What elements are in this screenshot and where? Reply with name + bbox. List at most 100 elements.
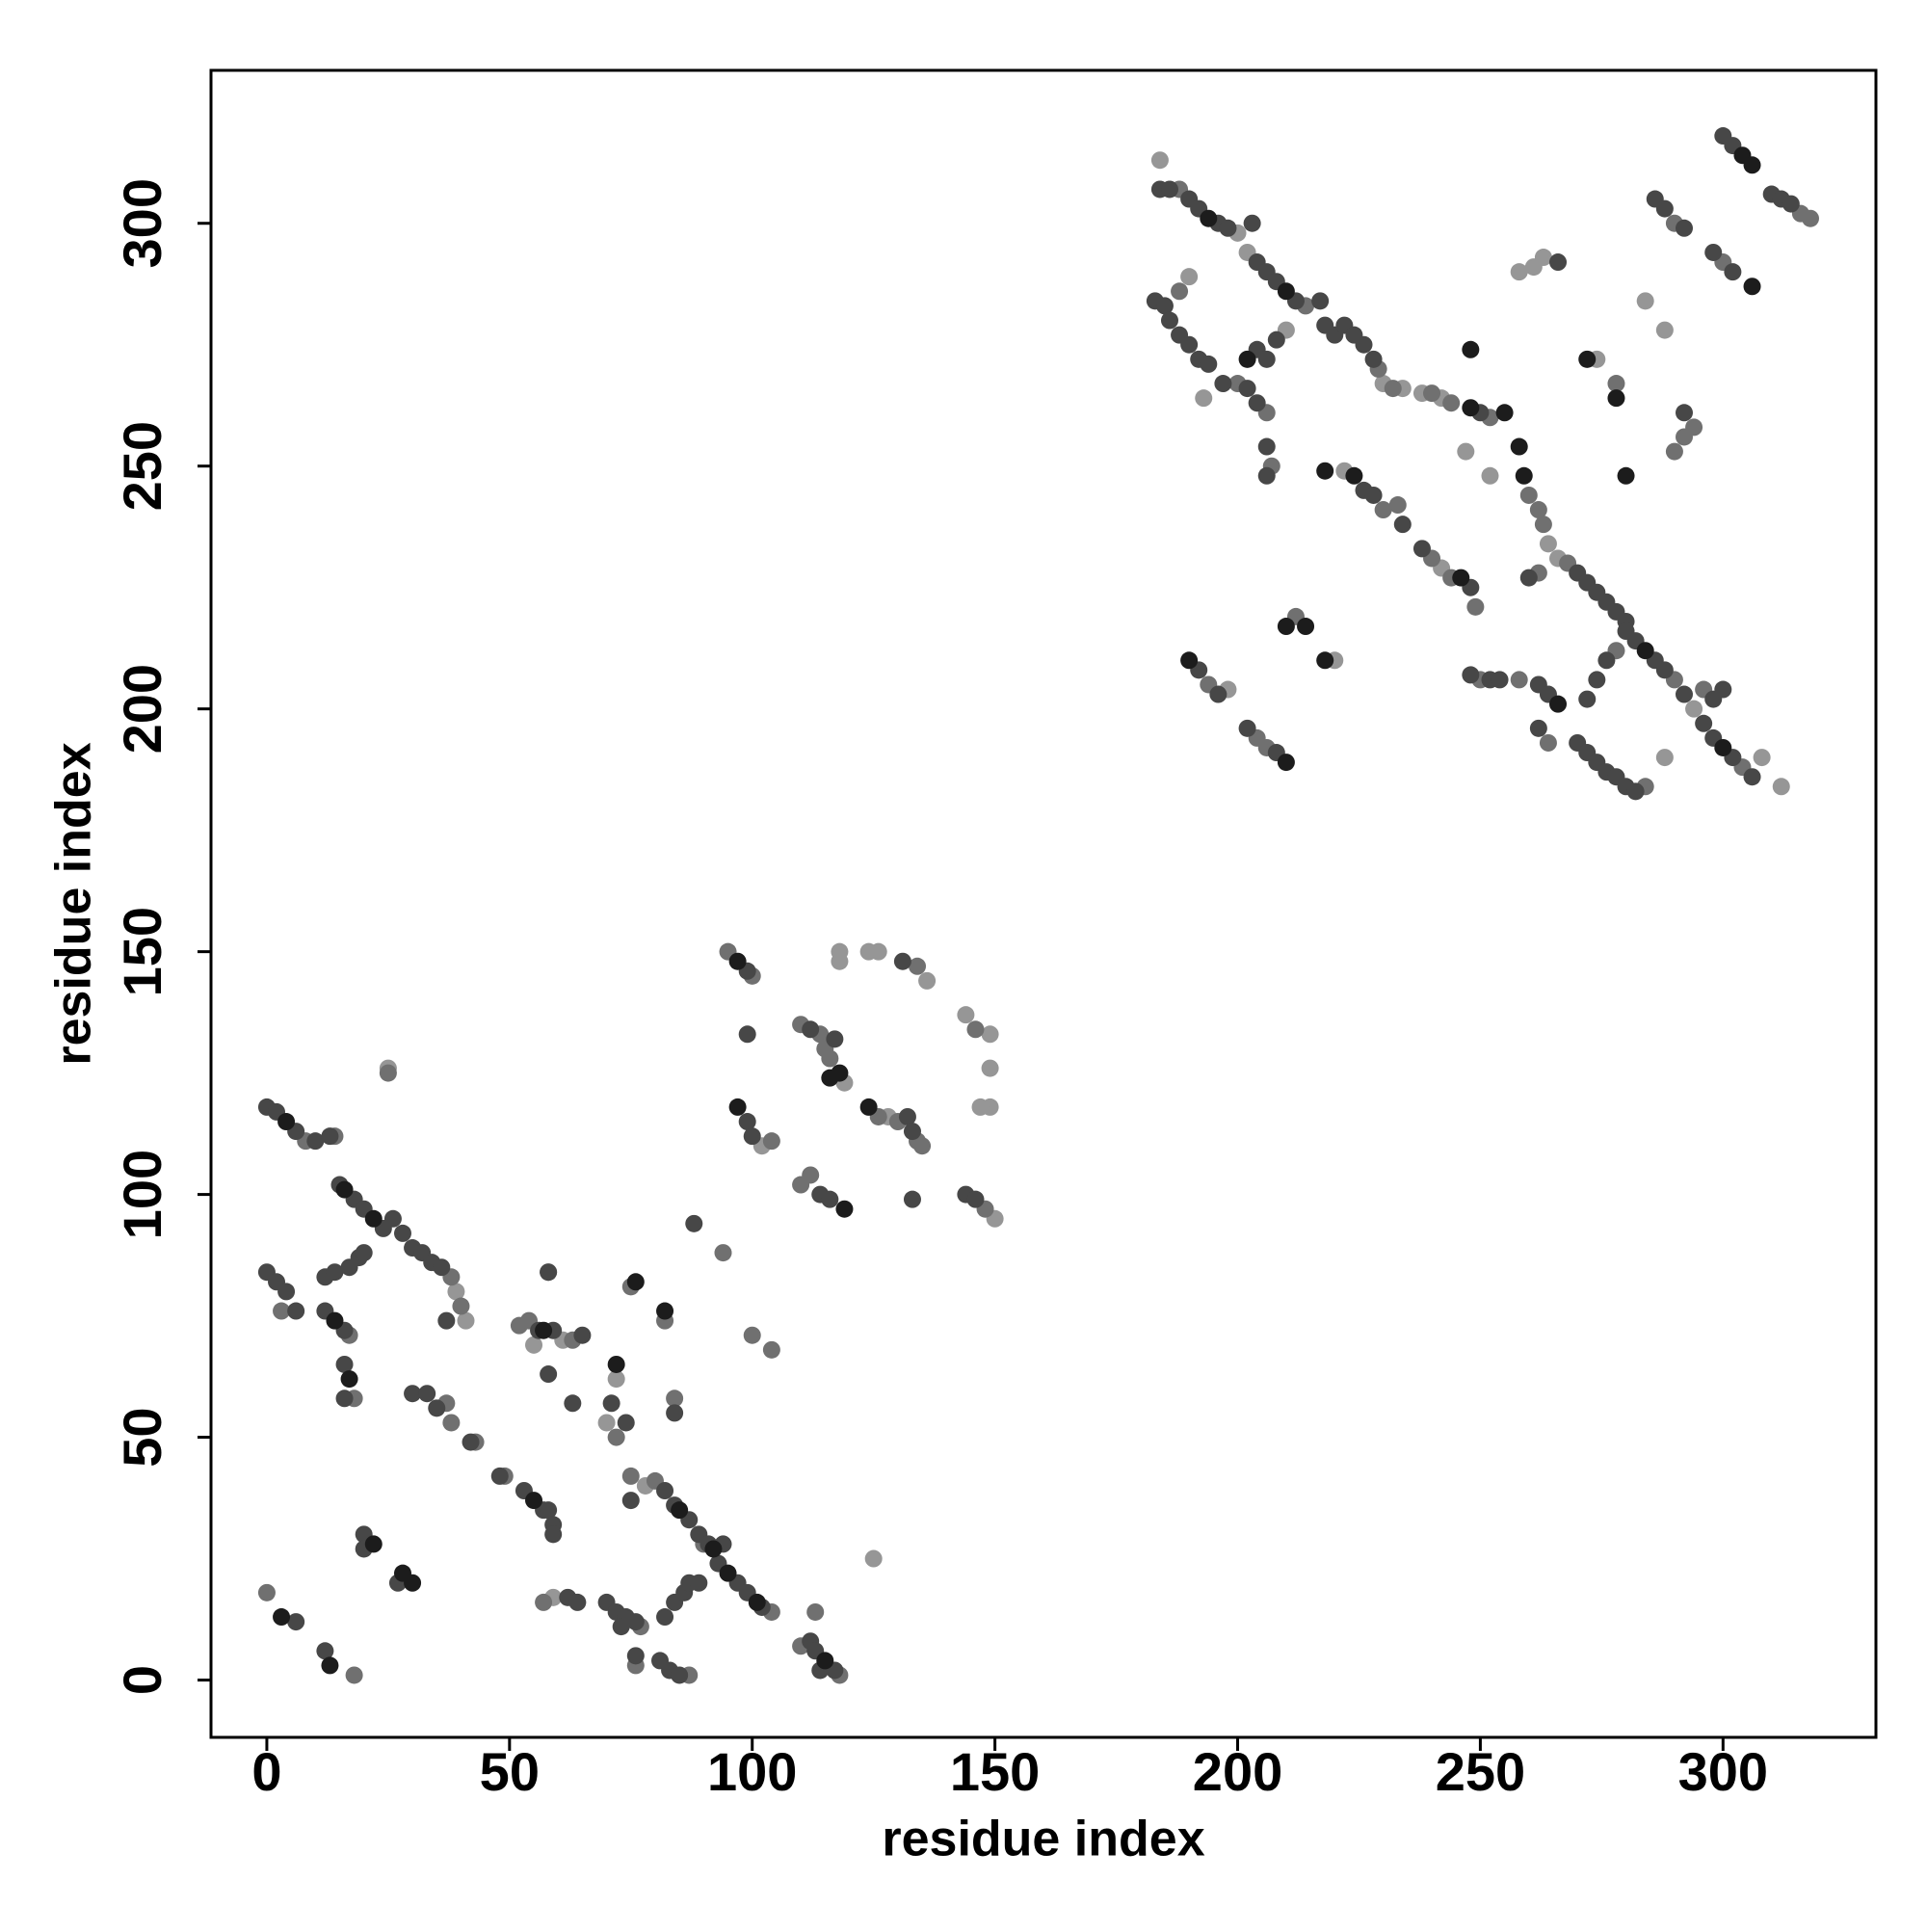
point [1549, 695, 1568, 713]
point [966, 1190, 985, 1208]
point [1491, 671, 1509, 689]
point [913, 1137, 932, 1155]
point [821, 1190, 839, 1208]
point [1534, 516, 1552, 534]
point [1195, 389, 1213, 408]
point [1539, 535, 1557, 553]
point [1655, 661, 1674, 679]
point [1355, 335, 1373, 354]
point [326, 1311, 344, 1330]
point [345, 1666, 363, 1684]
point [1714, 738, 1732, 756]
point [540, 1501, 558, 1520]
y-tick-label: 50 [112, 1407, 172, 1467]
x-tick-label: 0 [251, 1741, 281, 1802]
point [966, 1020, 985, 1039]
point [971, 1098, 990, 1116]
point [1243, 214, 1261, 232]
point [1364, 350, 1383, 368]
point [335, 1389, 354, 1408]
point [1200, 355, 1218, 373]
point [404, 1385, 422, 1403]
y-tick-label: 300 [112, 178, 172, 268]
point [326, 1263, 344, 1282]
point [957, 1006, 975, 1024]
point [1743, 768, 1761, 786]
point [1466, 597, 1485, 616]
point [457, 1311, 475, 1330]
point [1617, 466, 1635, 485]
point [831, 1064, 849, 1082]
point [864, 1549, 883, 1568]
point [918, 971, 937, 990]
point [621, 1467, 640, 1485]
point [656, 1302, 674, 1320]
point [277, 1283, 296, 1301]
point [1676, 428, 1694, 446]
point [1209, 685, 1227, 703]
point [442, 1414, 461, 1432]
point [321, 1127, 339, 1146]
point [525, 1336, 543, 1354]
point [1277, 754, 1295, 772]
point [656, 1482, 674, 1500]
point [859, 1098, 878, 1116]
point [540, 1365, 558, 1384]
point [821, 1049, 839, 1068]
point [607, 1355, 625, 1373]
point [364, 1535, 383, 1553]
point [802, 1020, 820, 1039]
point [1743, 278, 1761, 296]
x-tick-label: 50 [480, 1741, 540, 1802]
point [1676, 685, 1694, 703]
point [1457, 442, 1475, 461]
point [1529, 501, 1547, 519]
x-tick-label: 100 [707, 1741, 797, 1802]
point [743, 1326, 761, 1344]
plot-frame [209, 68, 1878, 1739]
point [1495, 404, 1514, 422]
point [364, 1209, 383, 1228]
point [1626, 782, 1645, 801]
point [602, 1394, 620, 1413]
point [1214, 375, 1232, 393]
point [1801, 209, 1819, 227]
point [433, 1258, 451, 1277]
point [564, 1394, 582, 1413]
point [1462, 340, 1480, 358]
point [273, 1302, 291, 1320]
point [719, 1564, 737, 1582]
point [1462, 399, 1480, 417]
point [1481, 466, 1499, 485]
point [1665, 442, 1683, 461]
point [544, 1525, 563, 1544]
x-tick-label: 200 [1193, 1741, 1282, 1802]
point [1636, 642, 1654, 660]
point [1462, 666, 1480, 684]
point [626, 1647, 645, 1665]
point [626, 1273, 645, 1291]
point [1316, 462, 1334, 480]
point [568, 1593, 587, 1611]
point [1277, 618, 1295, 636]
point [437, 1311, 456, 1330]
point [1578, 690, 1597, 708]
point [597, 1414, 616, 1432]
point [612, 1618, 630, 1636]
point [1510, 263, 1528, 281]
point [1772, 778, 1790, 796]
point [893, 952, 911, 970]
point [1238, 719, 1256, 737]
point [1297, 618, 1315, 636]
point [535, 1593, 553, 1611]
point [748, 1593, 766, 1611]
x-axis-title: residue index [882, 1812, 1204, 1867]
point [666, 1404, 684, 1422]
point [1617, 622, 1635, 641]
point [573, 1326, 592, 1344]
point [981, 1025, 999, 1044]
point [1724, 263, 1742, 281]
point [704, 1540, 723, 1558]
